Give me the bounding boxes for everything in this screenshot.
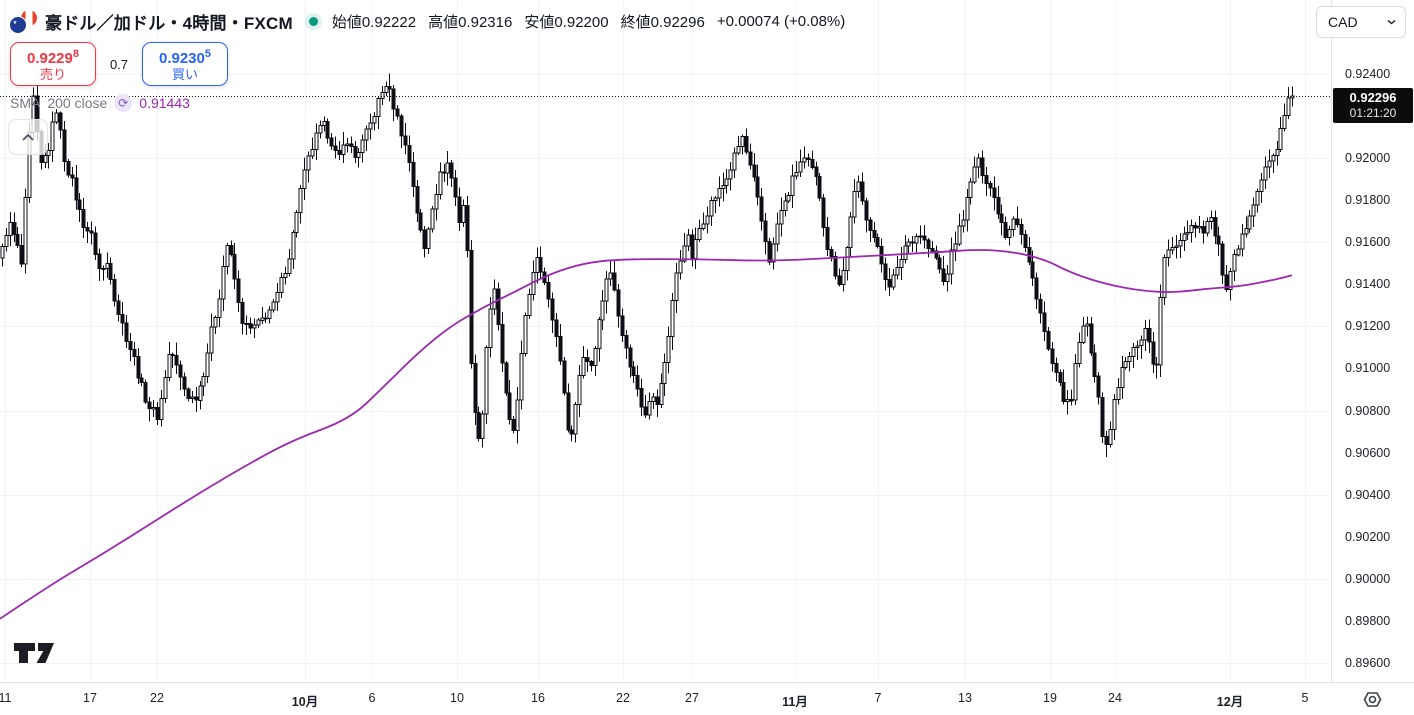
time-tick-label: 27 (685, 691, 699, 705)
time-tick-label: 17 (83, 691, 97, 705)
time-tick-label: 11月 (782, 695, 808, 709)
collapse-panel-button[interactable] (8, 119, 48, 155)
chevron-up-icon (22, 133, 34, 141)
time-tick-label: 19 (1043, 691, 1057, 705)
price-tick-label: 0.92000 (1345, 151, 1391, 166)
high-value: 0.92316 (458, 14, 513, 31)
hexagon-gear-icon (1363, 691, 1381, 707)
close-value: 0.92296 (650, 14, 705, 31)
price-axis[interactable]: 0.924000.922000.920000.918000.916000.914… (1331, 0, 1414, 682)
ohlc-values: 始値0.92222 高値0.92316 安値0.92200 終値0.92296 … (332, 11, 845, 32)
chevron-down-icon (1387, 19, 1396, 25)
close-label: 終値 (620, 14, 651, 31)
high-label: 高値 (428, 14, 459, 31)
sma-line (0, 249, 1293, 620)
last-price-label: 0.92296 01:21:20 (1333, 87, 1413, 123)
price-tick-label: 0.90800 (1345, 403, 1391, 418)
candles-layer (0, 73, 1295, 457)
time-tick-label: 10 (450, 691, 464, 705)
price-tick-label: 0.89600 (1345, 655, 1391, 670)
indicator-name: SMA (10, 95, 41, 111)
price-tick-label: 0.89800 (1345, 613, 1391, 628)
indicator-refresh-icon[interactable]: ⟳ (114, 94, 133, 112)
tradingview-logo[interactable] (13, 640, 55, 671)
spread-value: 0.7 (109, 56, 129, 72)
grid-layer (0, 0, 1331, 682)
tradingview-logo-icon (14, 643, 54, 663)
sell-button[interactable]: 0.92298 売り (10, 42, 96, 86)
price-tick-label: 0.91600 (1345, 235, 1391, 250)
time-tick-label: 12月 (1216, 695, 1244, 709)
currency-label: CAD (1328, 14, 1358, 30)
price-tick-label: 0.90000 (1345, 571, 1391, 586)
time-tick-label: 5 (1301, 691, 1309, 705)
time-tick-label: 7 (874, 691, 882, 705)
price-tick-label: 0.91200 (1345, 319, 1391, 334)
time-tick-label: 22 (616, 691, 630, 705)
time-tick-label: 16 (531, 691, 545, 705)
buy-price: 0.9230 (158, 50, 205, 67)
indicator-params: 200 close (47, 95, 108, 111)
buy-price-pip: 5 (204, 48, 211, 60)
symbol-title[interactable]: 豪ドル／加ドル・4時間・FXCM (45, 14, 293, 33)
market-open-dot (308, 17, 318, 26)
australia-flag-icon (10, 17, 26, 33)
open-label: 始値 (331, 14, 362, 31)
price-tick-label: 0.91400 (1345, 277, 1391, 292)
time-tick-label: 10月 (291, 695, 319, 709)
time-tick-label: 11 (0, 691, 12, 705)
trade-panel: 0.92298 売り 0.7 0.92305 買い (10, 42, 228, 86)
indicator-value: 0.91443 (139, 95, 190, 111)
indicator-legend[interactable]: SMA 200 close ⟳ 0.91443 (10, 94, 190, 112)
time-tick-label: 6 (368, 691, 376, 705)
sell-price-pip: 8 (72, 48, 79, 60)
symbol-header: 豪ドル／加ドル・4時間・FXCM 始値0.92222 高値0.92316 安値0… (10, 9, 845, 34)
candlestick-chart[interactable] (0, 0, 1331, 682)
pair-flags-icon (10, 10, 37, 33)
time-tick-label: 13 (958, 691, 972, 705)
price-tick-label: 0.90600 (1345, 445, 1391, 460)
time-tick-label: 24 (1108, 691, 1122, 705)
open-value: 0.92222 (361, 14, 417, 31)
change-value: +0.00074 (+0.08%) (716, 13, 846, 30)
price-tick-label: 0.91000 (1345, 361, 1391, 376)
low-value: 0.92200 (554, 14, 609, 31)
sell-price: 0.9229 (26, 50, 73, 67)
price-tick-label: 0.90200 (1345, 529, 1391, 544)
currency-dropdown[interactable]: CAD (1316, 6, 1406, 38)
price-tick-label: 0.92400 (1345, 67, 1391, 81)
last-price-value: 0.92296 (1349, 89, 1397, 105)
buy-label: 買い (171, 67, 198, 82)
time-axis[interactable]: 11 17 22 10月 6 10 16 22 27 11月 7 13 19 24 12月 5 (0, 682, 1414, 715)
price-tick-label: 0.90400 (1345, 487, 1391, 502)
low-label: 安値 (524, 14, 555, 31)
sell-label: 売り (39, 67, 66, 82)
bar-countdown: 01:21:20 (1349, 105, 1397, 120)
time-tick-label: 22 (150, 691, 164, 705)
timezone-settings-icon[interactable] (1360, 687, 1384, 711)
price-tick-label: 0.91800 (1345, 193, 1391, 208)
buy-button[interactable]: 0.92305 買い (142, 42, 228, 86)
